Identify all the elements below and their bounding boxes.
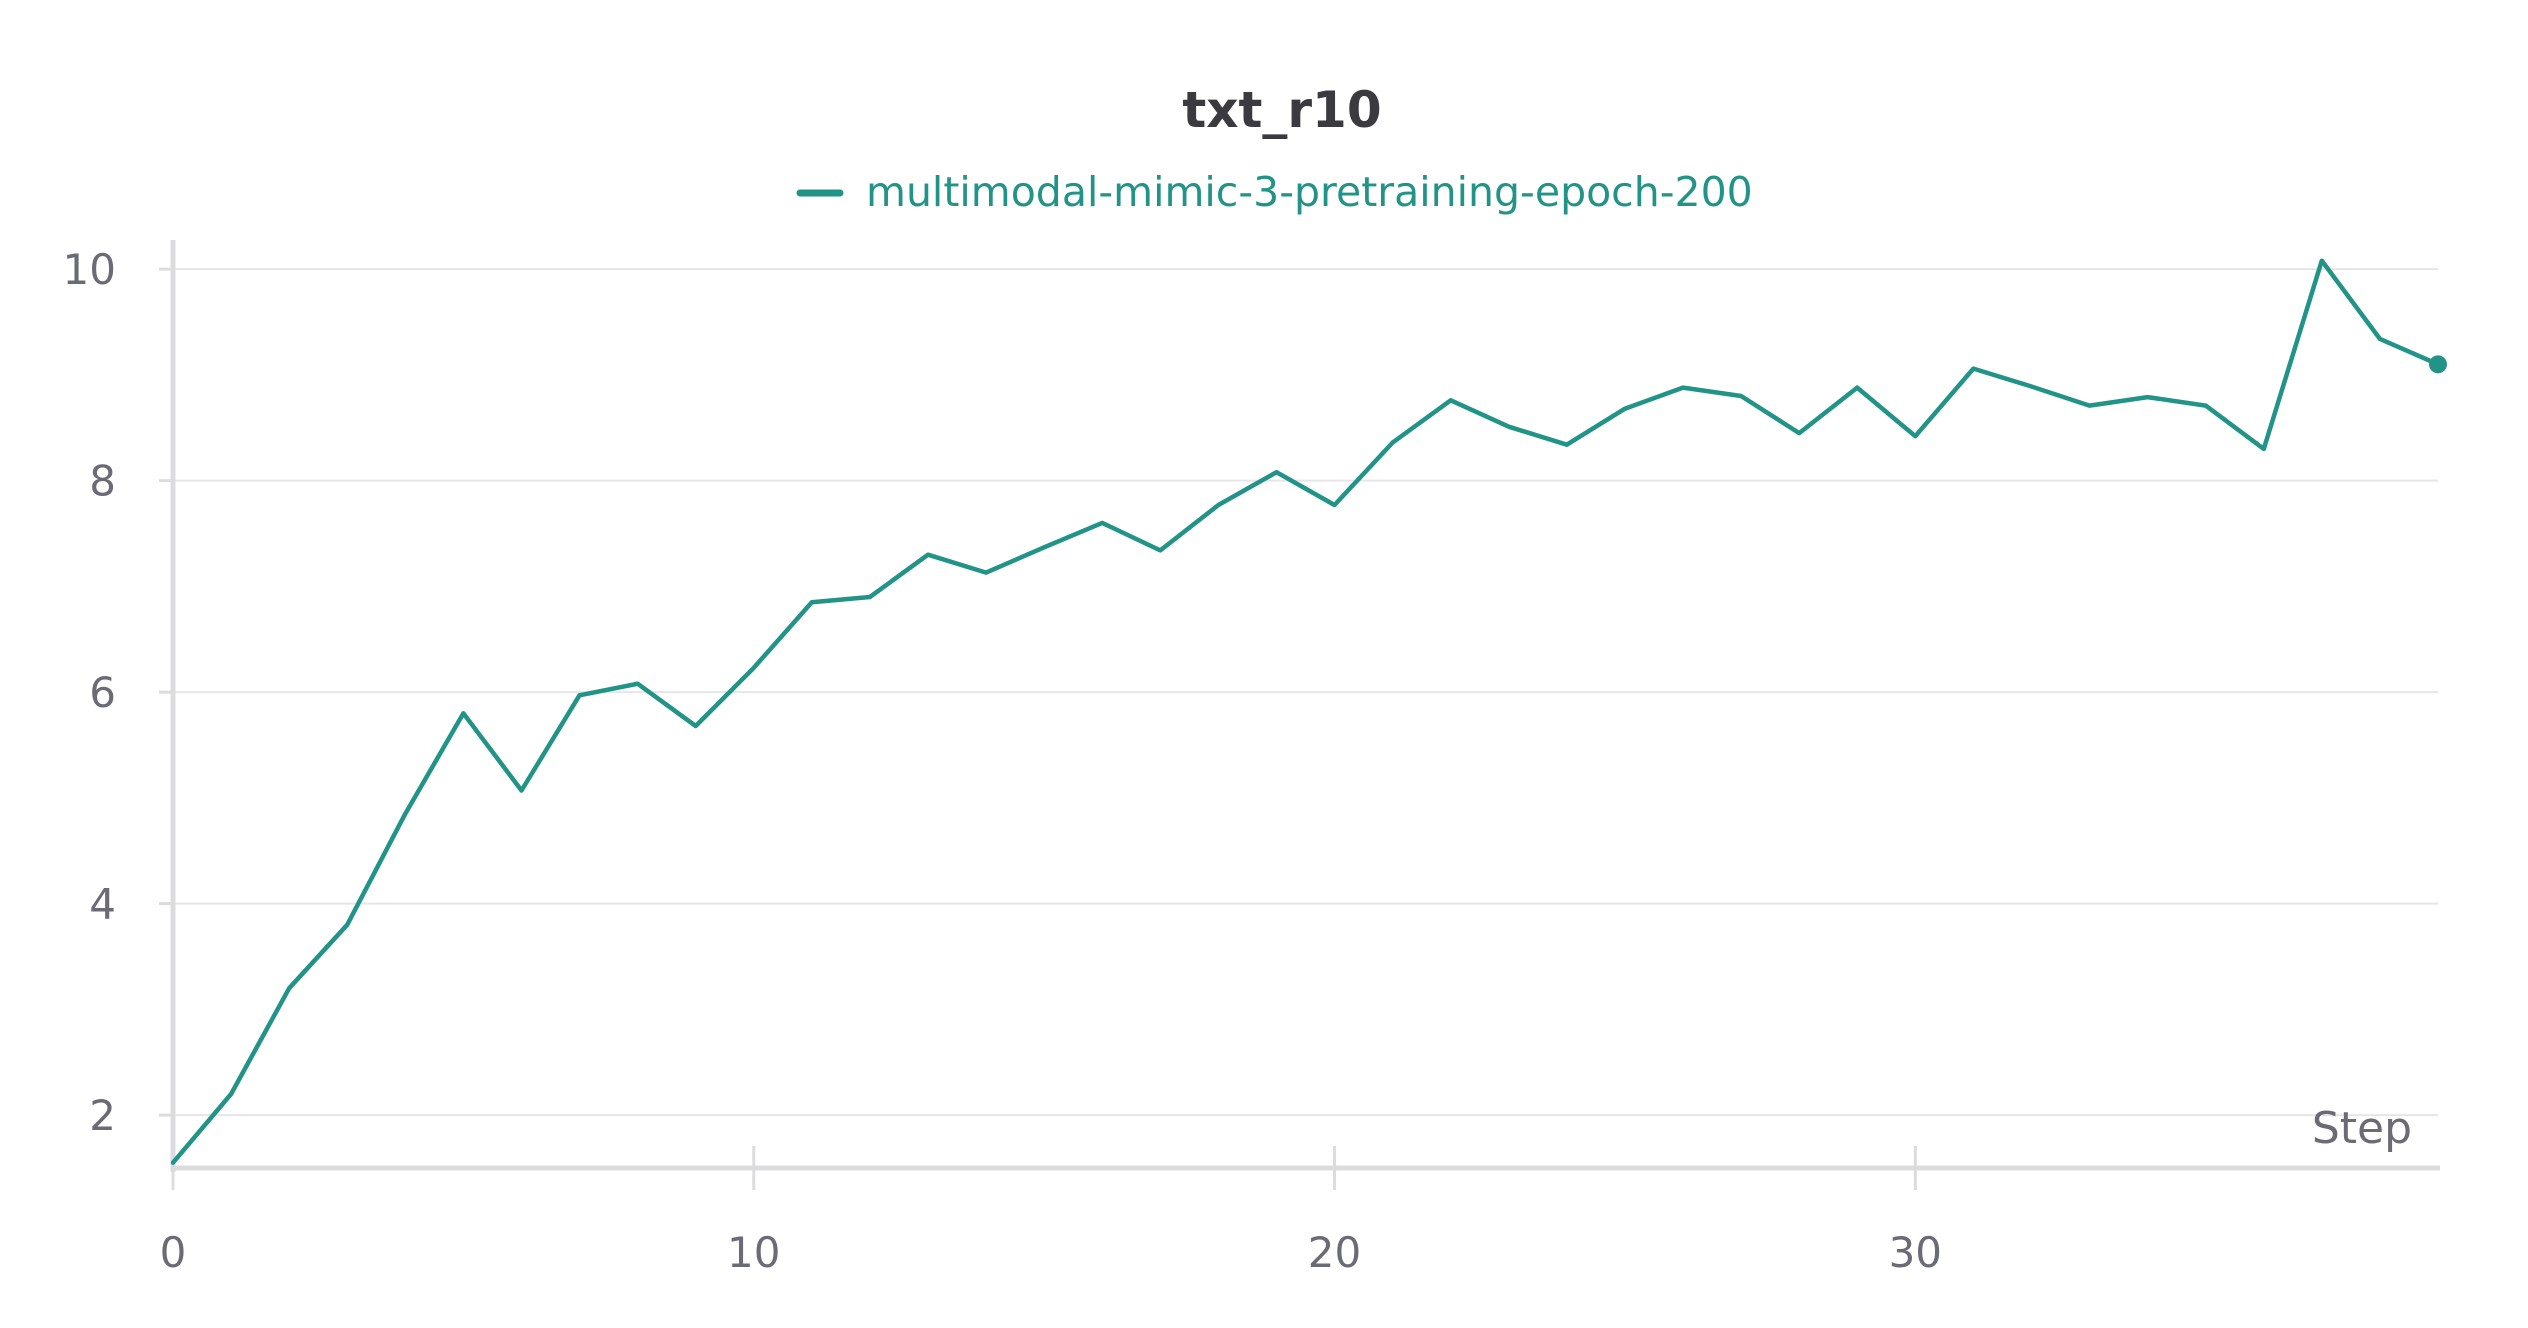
data-point[interactable] xyxy=(1677,382,1689,394)
data-point[interactable] xyxy=(515,784,527,796)
data-point[interactable] xyxy=(399,808,411,820)
y-tick-label: 8 xyxy=(89,457,116,506)
data-point[interactable] xyxy=(1503,421,1515,433)
series-line[interactable] xyxy=(170,258,2441,1165)
data-point[interactable] xyxy=(1561,439,1573,451)
y-tick-label: 10 xyxy=(63,245,116,294)
gridlines xyxy=(173,268,2438,1117)
x-axis-label: Step xyxy=(2312,1103,2412,1154)
y-axis-ticks: 2 4 6 8 10 xyxy=(63,245,173,1140)
data-point[interactable] xyxy=(2142,391,2154,403)
data-point[interactable] xyxy=(2025,381,2037,393)
data-point[interactable] xyxy=(1445,394,1457,406)
x-tick-label: 20 xyxy=(1308,1228,1361,1277)
axes xyxy=(170,240,2440,1172)
data-point[interactable] xyxy=(748,662,760,674)
data-point[interactable] xyxy=(167,1157,179,1169)
y-tick-label: 4 xyxy=(89,880,116,929)
data-point[interactable] xyxy=(225,1088,237,1100)
data-point[interactable] xyxy=(1096,517,1108,529)
data-point[interactable] xyxy=(1967,363,1979,375)
last-data-point[interactable] xyxy=(2429,355,2447,374)
data-point[interactable] xyxy=(283,982,295,994)
data-point[interactable] xyxy=(922,549,934,561)
data-point[interactable] xyxy=(980,567,992,579)
data-point[interactable] xyxy=(1212,499,1224,511)
data-point[interactable] xyxy=(1793,427,1805,439)
x-tick-label: 0 xyxy=(160,1228,187,1277)
x-tick-label: 30 xyxy=(1889,1228,1942,1277)
y-tick-label: 6 xyxy=(89,668,116,717)
data-point[interactable] xyxy=(1270,466,1282,478)
x-axis-ticks: 0 10 20 30 xyxy=(160,1146,1942,1277)
data-point[interactable] xyxy=(2200,400,2212,412)
legend-label: multimodal-mimic-3-pretraining-epoch-200 xyxy=(866,168,1753,216)
data-point[interactable] xyxy=(2316,255,2328,267)
data-point[interactable] xyxy=(341,919,353,931)
data-point[interactable] xyxy=(2084,400,2096,412)
data-point[interactable] xyxy=(1329,499,1341,511)
data-point[interactable] xyxy=(1909,430,1921,442)
data-point[interactable] xyxy=(1619,403,1631,415)
y-tick-label: 2 xyxy=(89,1091,116,1140)
data-point[interactable] xyxy=(457,707,469,719)
data-point[interactable] xyxy=(574,689,586,701)
x-tick-label: 10 xyxy=(727,1228,780,1277)
data-point[interactable] xyxy=(2258,443,2270,455)
data-point[interactable] xyxy=(806,596,818,608)
data-point[interactable] xyxy=(690,720,702,732)
data-point[interactable] xyxy=(2374,333,2386,345)
data-point[interactable] xyxy=(864,591,876,603)
chart-title: txt_r10 xyxy=(1182,81,1381,139)
data-point[interactable] xyxy=(632,678,644,690)
data-point[interactable] xyxy=(1851,382,1863,394)
series-layer[interactable] xyxy=(167,255,2447,1169)
data-point[interactable] xyxy=(1154,544,1166,556)
data-point[interactable] xyxy=(1387,437,1399,449)
legend[interactable]: multimodal-mimic-3-pretraining-epoch-200 xyxy=(796,168,1753,216)
data-point[interactable] xyxy=(1735,390,1747,402)
data-point[interactable] xyxy=(1038,541,1050,553)
